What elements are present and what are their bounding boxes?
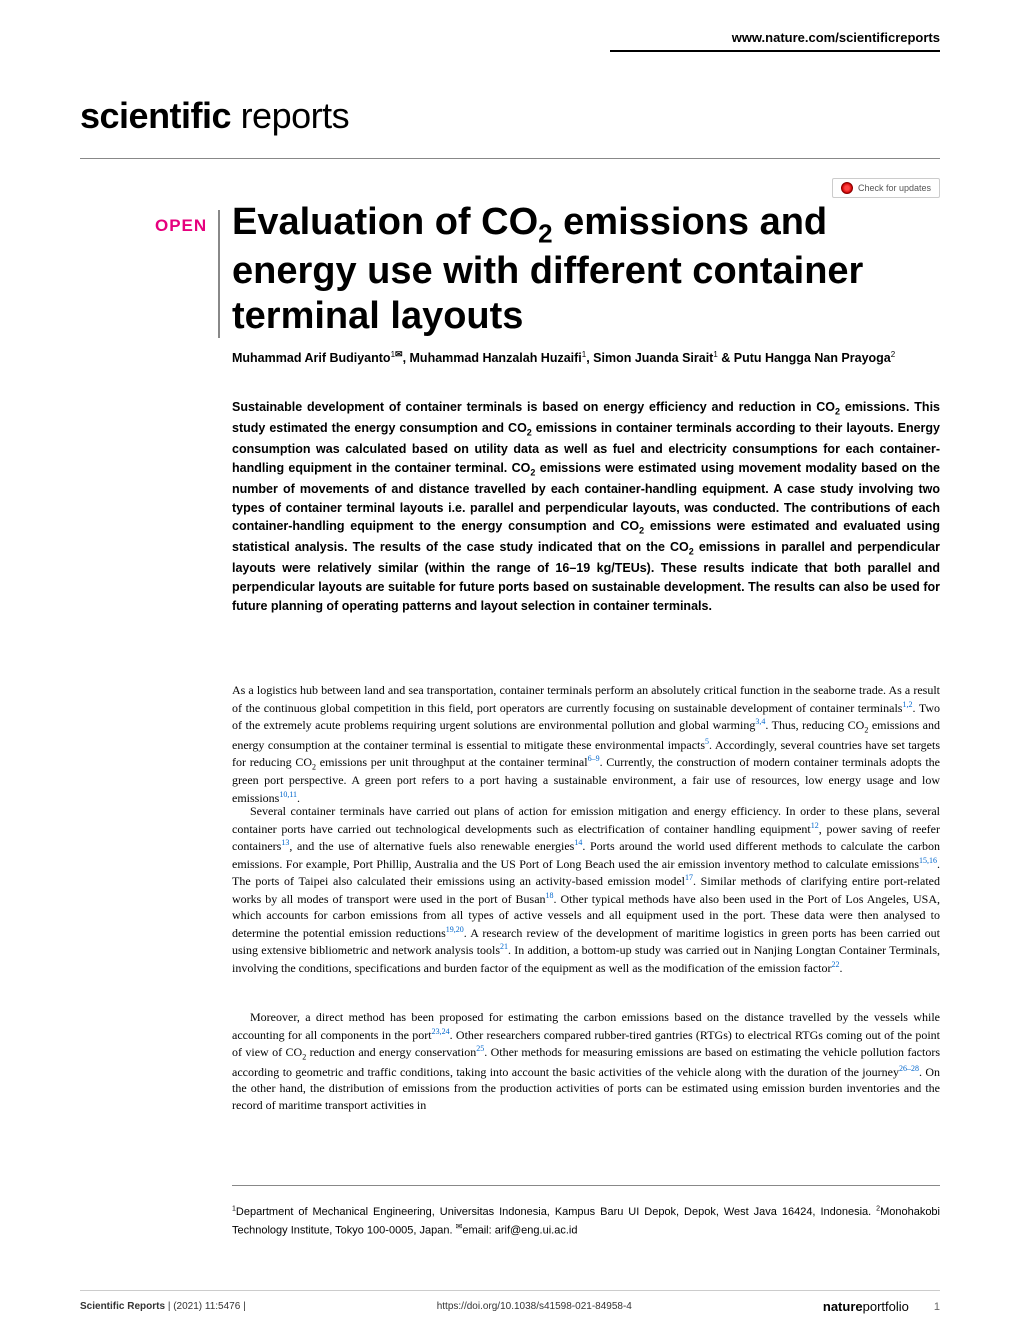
crossmark-icon (841, 182, 853, 194)
body-paragraph-1: As a logistics hub between land and sea … (232, 682, 940, 807)
check-updates-button[interactable]: Check for updates (832, 178, 940, 198)
footer-citation-text: (2021) 11:5476 (173, 1301, 240, 1312)
author-affiliations: 1Department of Mechanical Engineering, U… (232, 1185, 940, 1239)
article-title: Evaluation of CO2 emissions and energy u… (232, 200, 940, 339)
journal-logo-bold: scientific (80, 95, 231, 136)
footer-logo-light: portfolio (863, 1299, 909, 1314)
journal-logo-light: reports (231, 95, 349, 136)
footer-doi[interactable]: https://doi.org/10.1038/s41598-021-84958… (437, 1301, 632, 1312)
footer-journal-name: Scientific Reports (80, 1301, 165, 1312)
footer-logo-bold: nature (823, 1299, 863, 1314)
footer-divider-2: | (243, 1301, 246, 1312)
header-divider-line (80, 158, 940, 159)
author-list: Muhammad Arif Budiyanto1✉, Muhammad Hanz… (232, 348, 940, 368)
page-number: 1 (934, 1301, 940, 1313)
nature-portfolio-logo: natureportfolio (823, 1299, 909, 1314)
header-url: www.nature.com/scientificreports (732, 30, 940, 45)
footer-right-section: natureportfolio 1 (823, 1299, 940, 1314)
open-access-badge: OPEN (155, 216, 207, 236)
title-vertical-divider (218, 210, 220, 338)
header-decorative-line (610, 50, 940, 52)
page-footer: Scientific Reports | (2021) 11:5476 | ht… (80, 1290, 940, 1314)
footer-citation: Scientific Reports | (2021) 11:5476 | (80, 1301, 246, 1312)
body-paragraph-3: Moreover, a direct method has been propo… (232, 1009, 940, 1113)
journal-logo: scientific reports (80, 95, 349, 137)
abstract-text: Sustainable development of container ter… (232, 398, 940, 616)
check-updates-label: Check for updates (858, 183, 931, 193)
body-paragraph-2: Several container terminals have carried… (232, 803, 940, 976)
